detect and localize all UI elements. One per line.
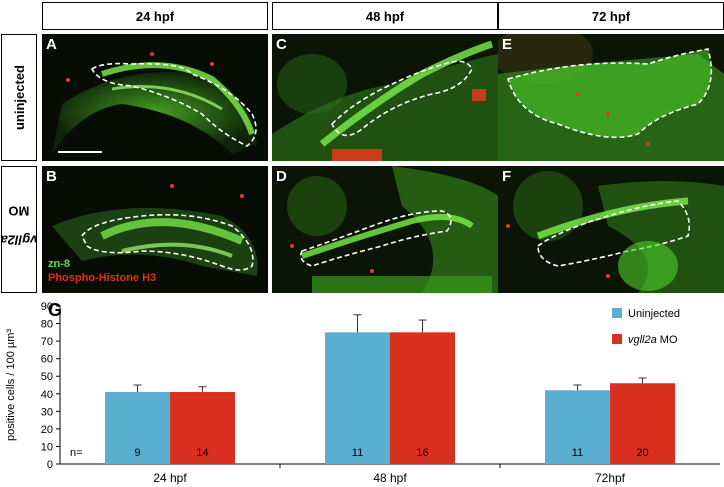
bar-chart: 0 10 20 30 40 50 60 70 80 90 positive cells / 100 … (5, 301, 720, 485)
panel-letter-f: F (502, 168, 512, 185)
x-tick-label: 48 hpf (373, 471, 407, 485)
n-count-label: 16 (416, 447, 428, 459)
n-count-label: 20 (636, 447, 648, 459)
column-header-24hpf: 24 hpf (42, 2, 268, 30)
n-prefix-label: n= (70, 447, 83, 459)
y-axis-label: positive cells / 100 µm³ (5, 329, 17, 441)
micrograph-panel-f: F (498, 166, 724, 293)
micrograph-panel-e: E (498, 34, 724, 161)
micrograph-e-image (498, 34, 724, 161)
y-tick-label: 30 (41, 406, 53, 418)
micrograph-panel-d: D (272, 166, 498, 293)
micrograph-panel-b: B zn-8 Phospho-Histone H3 (42, 166, 268, 293)
legend-swatch (612, 308, 622, 318)
micrograph-panel-a: A (42, 34, 268, 161)
y-tick-label: 0 (47, 459, 53, 471)
stain-label-ph3: Phospho-Histone H3 (48, 272, 157, 284)
y-tick-label: 20 (41, 424, 53, 436)
micrograph-panel-c: C (272, 34, 498, 161)
panel-letter-a: A (46, 36, 57, 53)
legend-swatch (612, 334, 622, 344)
row-label-uninjected: uninjected (11, 64, 27, 131)
bar (610, 383, 675, 464)
n-count-label: 9 (134, 447, 140, 459)
panel-letter-b: B (46, 168, 57, 185)
column-header-48hpf: 48 hpf (272, 2, 498, 30)
y-tick-label: 50 (41, 371, 53, 383)
panel-letter-g: G (48, 300, 63, 320)
panel-letter-c: C (276, 36, 287, 53)
n-count-label: 11 (352, 447, 363, 459)
y-tick-label: 40 (41, 389, 53, 401)
panel-letter-d: D (276, 168, 287, 185)
bar (545, 390, 610, 464)
x-tick-label: 24 hpf (153, 471, 187, 485)
micrograph-b-image (42, 166, 268, 293)
panel-letter-e: E (502, 36, 513, 53)
y-tick-label: 80 (41, 319, 53, 331)
micrograph-f-image (498, 166, 724, 293)
legend-entry: Uninjected (628, 308, 680, 320)
n-count-label: 14 (196, 447, 208, 459)
bar (325, 332, 390, 464)
n-count-label: 11 (572, 447, 583, 459)
row-header-vgll2a-mo: vgll2a MO (1, 166, 37, 293)
row-label-morpholino: vgll2a MO (0, 203, 38, 248)
micrograph-d-image (272, 166, 498, 293)
bar (105, 392, 170, 464)
column-header-72hpf: 72 hpf (498, 2, 724, 30)
y-tick-label: 10 (41, 441, 53, 453)
y-tick-label: 60 (41, 354, 53, 366)
y-tick-label: 90 (41, 301, 53, 313)
row-header-uninjected: uninjected (1, 34, 37, 161)
bar (390, 332, 455, 464)
legend-entry: vgll2a MO (628, 334, 678, 346)
micrograph-c-image (272, 34, 498, 161)
y-tick-label: 70 (41, 336, 53, 348)
stain-label-zn8: zn-8 (48, 258, 70, 270)
bar (170, 392, 235, 464)
x-tick-label: 72hpf (595, 471, 626, 485)
micrograph-a-image (42, 34, 268, 161)
